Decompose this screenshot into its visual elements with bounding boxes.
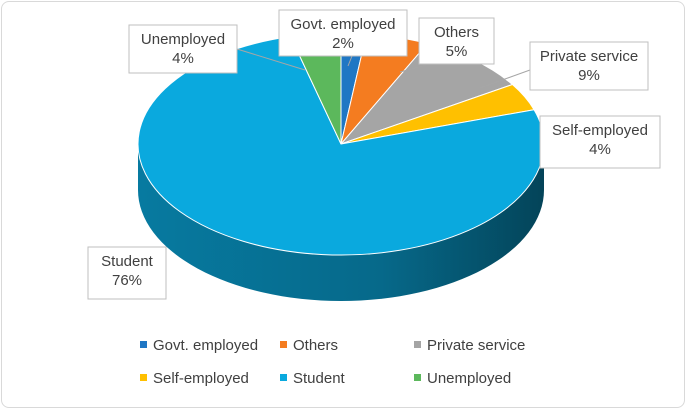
pie-tops xyxy=(137,32,545,256)
leader-lines xyxy=(236,48,531,89)
legend-item-self-employed: Self-employed xyxy=(140,370,249,387)
legend-swatch xyxy=(280,341,287,348)
data-label-percent: 4% xyxy=(172,50,194,67)
legend-swatch xyxy=(140,341,147,348)
legend-label: Others xyxy=(293,337,338,354)
pie-slice-student xyxy=(137,35,545,256)
data-label-govt-employed: Govt. employed 2% xyxy=(278,9,408,57)
data-label-category: Self-employed xyxy=(552,122,648,139)
data-label-category: Unemployed xyxy=(141,31,225,48)
legend-item-student: Student xyxy=(280,370,346,387)
legend-swatch xyxy=(414,374,421,381)
legend-item-others: Others xyxy=(280,337,338,354)
data-label-category: Others xyxy=(434,24,479,41)
legend-label: Student xyxy=(293,370,346,387)
pie-sides xyxy=(138,144,544,301)
legend-label: Unemployed xyxy=(427,370,511,387)
data-label-percent: 4% xyxy=(589,141,611,158)
legend-item-govt-employed: Govt. employed xyxy=(140,337,258,354)
data-label-percent: 76% xyxy=(112,272,142,289)
data-label-private-service: Private service 9% xyxy=(529,41,649,91)
data-label-percent: 9% xyxy=(578,67,600,84)
data-label-category: Private service xyxy=(540,48,638,65)
data-label-others: Others 5% xyxy=(418,17,495,65)
data-label-percent: 2% xyxy=(332,35,354,52)
leader-line-govt-employed xyxy=(347,55,353,67)
data-label-self-employed: Self-employed 4% xyxy=(539,115,661,169)
data-label-student: Student 76% xyxy=(87,246,167,300)
legend-item-unemployed: Unemployed xyxy=(414,370,511,387)
data-label-unemployed: Unemployed 4% xyxy=(128,24,238,74)
leader-line-private-service xyxy=(479,69,531,89)
legend-label: Govt. employed xyxy=(153,337,258,354)
legend-item-private-service: Private service xyxy=(414,337,525,354)
legend-label: Self-employed xyxy=(153,370,249,387)
leader-line-unemployed xyxy=(236,48,306,71)
data-label-percent: 5% xyxy=(446,43,468,60)
legend: Govt. employed Others Private service Self-… xyxy=(140,337,525,387)
legend-swatch xyxy=(414,341,421,348)
legend-swatch xyxy=(140,374,147,381)
data-label-category: Govt. employed xyxy=(290,16,395,33)
data-label-category: Student xyxy=(101,253,154,270)
pie-side-student xyxy=(138,144,544,301)
legend-swatch xyxy=(280,374,287,381)
data-labels: Govt. employed 2% Others 5% Private service 9… xyxy=(87,9,661,300)
legend-label: Private service xyxy=(427,337,525,354)
leader-line-others xyxy=(399,63,431,73)
